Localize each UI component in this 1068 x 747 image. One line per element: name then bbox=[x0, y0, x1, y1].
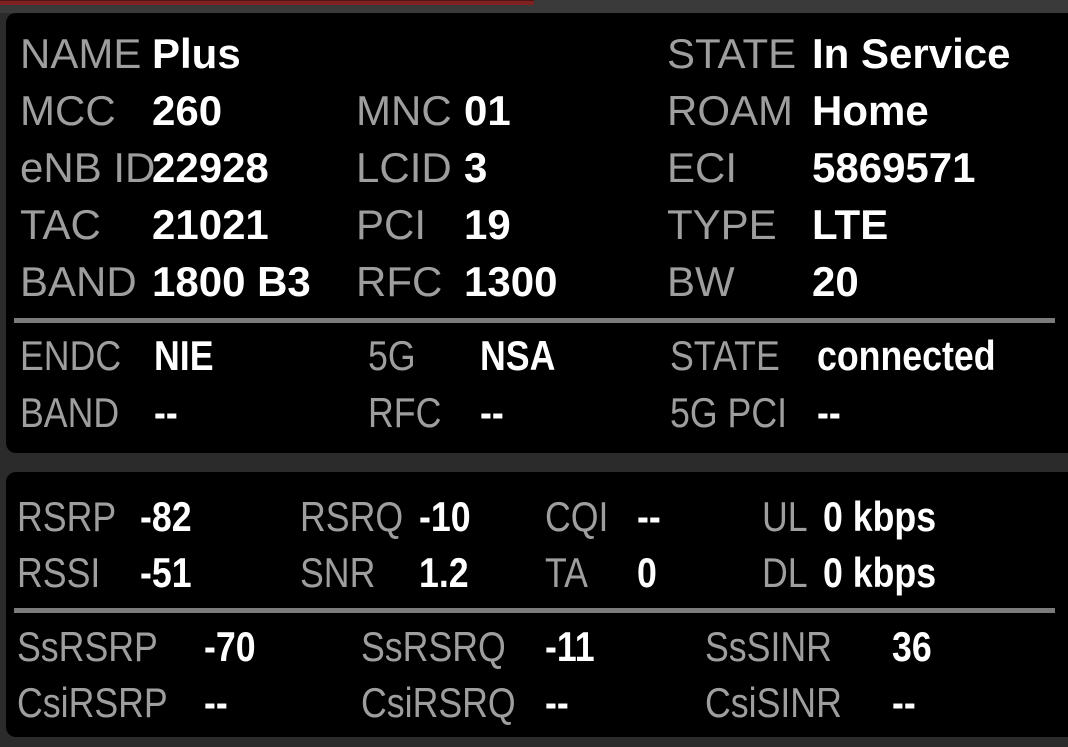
ul-value: 0 kbps bbox=[823, 493, 937, 540]
csirsrp-value: -- bbox=[204, 679, 228, 726]
enb-id-label: eNB ID bbox=[20, 144, 156, 191]
dl-value: 0 kbps bbox=[823, 549, 937, 596]
table-row: NAME Plus STATE In Service bbox=[6, 25, 1068, 82]
band-label: BAND bbox=[20, 258, 137, 305]
table-row: RSSI -51 SNR 1.2 TA 0 DL 0 kbps bbox=[6, 544, 1068, 601]
serving-cell-panel: NAME Plus STATE In Service MCC 260 MNC 0… bbox=[6, 13, 1068, 453]
name-label: NAME bbox=[20, 30, 142, 77]
table-row: RSRP -82 RSRQ -10 CQI -- UL 0 kbps bbox=[6, 488, 1068, 545]
csisinr-label: CsiSINR bbox=[705, 679, 842, 726]
sssinr-value: 36 bbox=[892, 623, 932, 670]
csisinr-value: -- bbox=[892, 679, 916, 726]
ssrsrq-label: SsRSRQ bbox=[361, 623, 506, 670]
nr-5g-value: NSA bbox=[480, 332, 556, 379]
section-divider bbox=[14, 608, 1055, 613]
lcid-label: LCID bbox=[356, 144, 452, 191]
rsrq-label: RSRQ bbox=[300, 493, 404, 540]
refresh-progress-track bbox=[0, 0, 1068, 13]
rssi-label: RSSI bbox=[17, 549, 101, 596]
cqi-label: CQI bbox=[545, 493, 609, 540]
lcid-value: 3 bbox=[464, 144, 488, 191]
csirsrq-value: -- bbox=[545, 679, 569, 726]
enb-id-value: 22928 bbox=[152, 144, 269, 191]
sssinr-label: SsSINR bbox=[705, 623, 832, 670]
nr-5g-label: 5G bbox=[368, 332, 416, 379]
table-row: SsRSRP -70 SsRSRQ -11 SsSINR 36 bbox=[6, 618, 1068, 675]
table-row: BAND -- RFC -- 5G PCI -- bbox=[6, 384, 1068, 441]
nr-pci-value: -- bbox=[817, 389, 841, 436]
type-label: TYPE bbox=[667, 201, 777, 248]
ta-value: 0 bbox=[637, 549, 657, 596]
ul-label: UL bbox=[762, 493, 808, 540]
mcc-value: 260 bbox=[152, 87, 223, 134]
type-value: LTE bbox=[812, 201, 889, 248]
refresh-progress-fill bbox=[0, 0, 534, 5]
mcc-label: MCC bbox=[20, 87, 116, 134]
nr-band-label: BAND bbox=[20, 389, 120, 436]
rsrp-label: RSRP bbox=[17, 493, 117, 540]
nr-pci-label: 5G PCI bbox=[670, 389, 788, 436]
bw-value: 20 bbox=[812, 258, 859, 305]
nr-rfc-value: -- bbox=[480, 389, 504, 436]
nr-state-value: connected bbox=[817, 332, 996, 379]
pci-label: PCI bbox=[356, 201, 427, 248]
rfc-value: 1300 bbox=[464, 258, 558, 305]
cqi-value: -- bbox=[637, 493, 661, 540]
table-row: MCC 260 MNC 01 ROAM Home bbox=[6, 82, 1068, 139]
csirsrq-label: CsiRSRQ bbox=[361, 679, 516, 726]
mnc-value: 01 bbox=[464, 87, 511, 134]
bw-label: BW bbox=[667, 258, 735, 305]
table-row: TAC 21021 PCI 19 TYPE LTE bbox=[6, 196, 1068, 253]
name-value: Plus bbox=[152, 30, 241, 77]
nr-rfc-label: RFC bbox=[368, 389, 442, 436]
nr-state-label: STATE bbox=[670, 332, 780, 379]
ssrsrq-value: -11 bbox=[545, 623, 595, 670]
table-row: eNB ID 22928 LCID 3 ECI 5869571 bbox=[6, 139, 1068, 196]
rssi-value: -51 bbox=[140, 549, 192, 596]
ta-label: TA bbox=[545, 549, 588, 596]
csirsrp-label: CsiRSRP bbox=[17, 679, 168, 726]
band-value: 1800 B3 bbox=[152, 258, 311, 305]
section-divider bbox=[14, 318, 1055, 323]
table-row: CsiRSRP -- CsiRSRQ -- CsiSINR -- bbox=[6, 674, 1068, 731]
state-value: In Service bbox=[812, 30, 1011, 77]
pci-value: 19 bbox=[464, 201, 511, 248]
rfc-label: RFC bbox=[356, 258, 443, 305]
rsrq-value: -10 bbox=[419, 493, 471, 540]
snr-label: SNR bbox=[300, 549, 376, 596]
ssrsrp-value: -70 bbox=[204, 623, 256, 670]
rsrp-value: -82 bbox=[140, 493, 192, 540]
mnc-label: MNC bbox=[356, 87, 452, 134]
dl-label: DL bbox=[762, 549, 808, 596]
roam-value: Home bbox=[812, 87, 929, 134]
signal-panel: RSRP -82 RSRQ -10 CQI -- UL 0 kbps RSSI … bbox=[6, 472, 1068, 737]
table-row: ENDC NIE 5G NSA STATE connected bbox=[6, 327, 1068, 384]
ssrsrp-label: SsRSRP bbox=[17, 623, 158, 670]
snr-value: 1.2 bbox=[419, 549, 469, 596]
state-label: STATE bbox=[667, 30, 797, 77]
endc-value: NIE bbox=[154, 332, 214, 379]
eci-value: 5869571 bbox=[812, 144, 976, 191]
table-row: BAND 1800 B3 RFC 1300 BW 20 bbox=[6, 253, 1068, 310]
roam-label: ROAM bbox=[667, 87, 793, 134]
eci-label: ECI bbox=[667, 144, 738, 191]
tac-label: TAC bbox=[20, 201, 101, 248]
endc-label: ENDC bbox=[20, 332, 122, 379]
nr-band-value: -- bbox=[154, 389, 178, 436]
tac-value: 21021 bbox=[152, 201, 269, 248]
